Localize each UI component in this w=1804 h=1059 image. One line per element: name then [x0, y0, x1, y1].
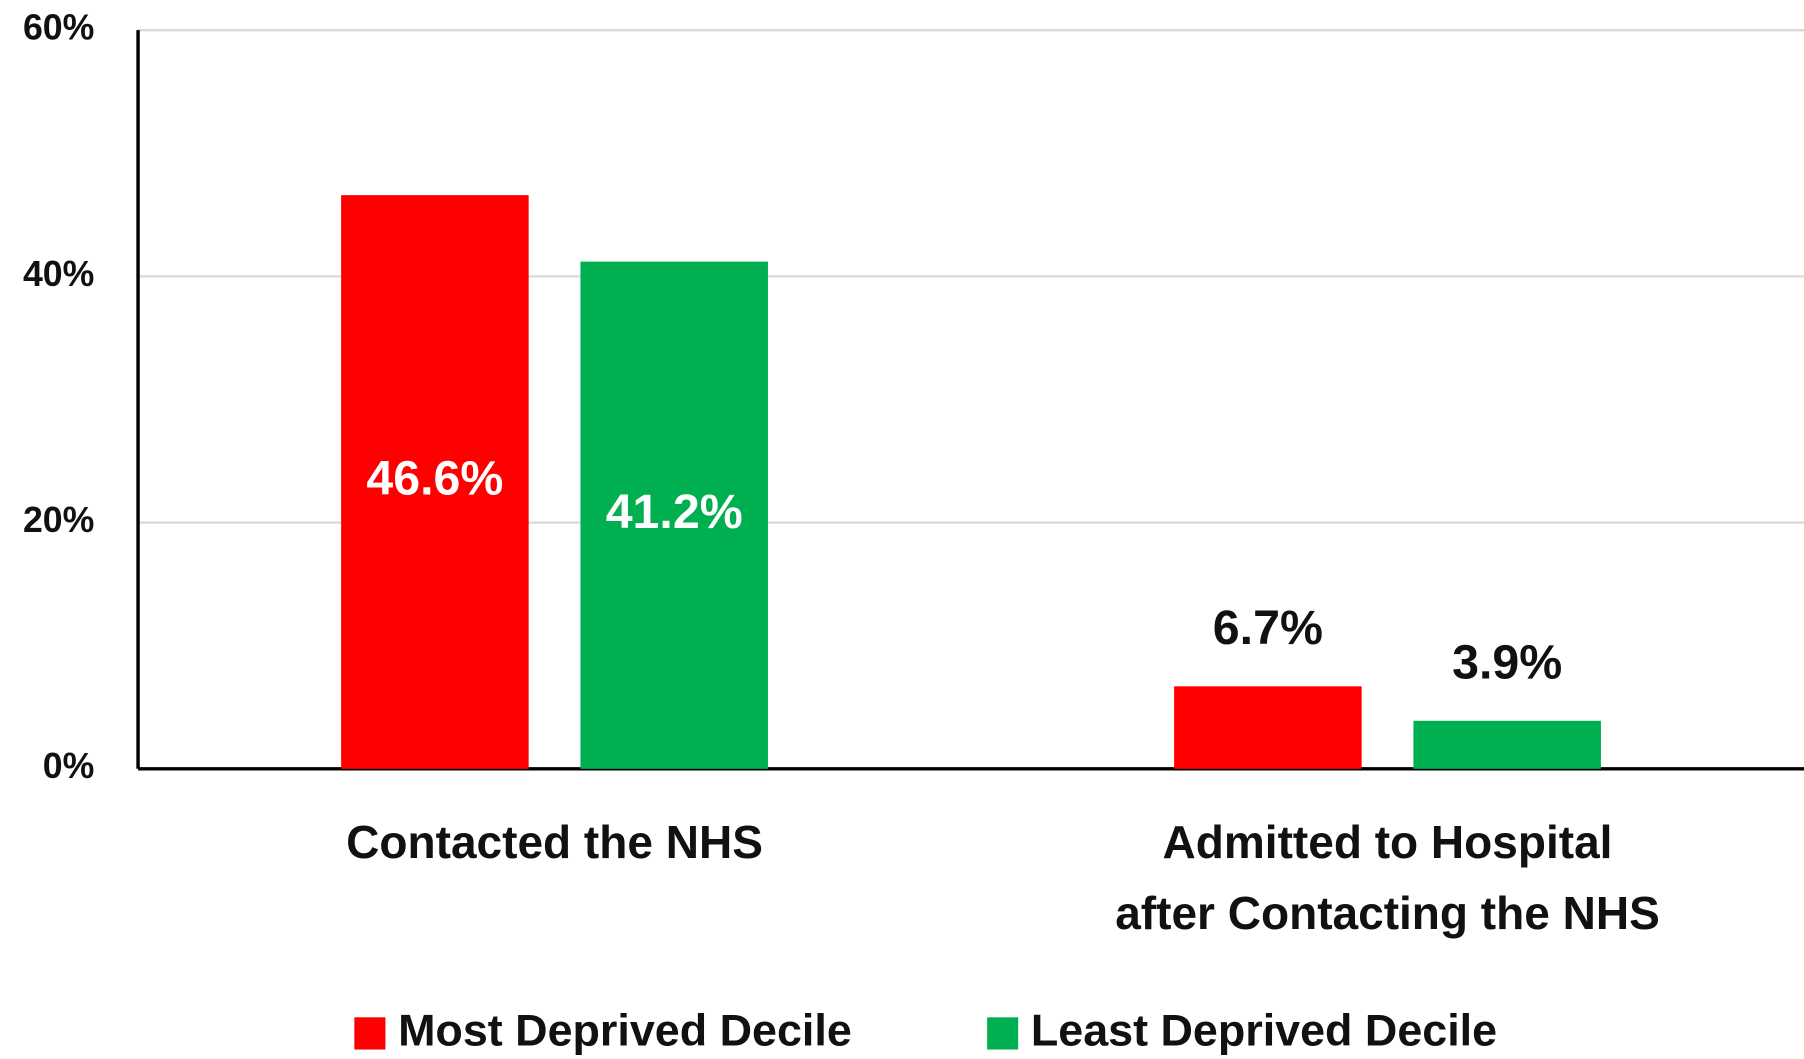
legend-swatch — [354, 1017, 386, 1050]
bar — [341, 195, 529, 769]
legend-label: Least Deprived Decile — [1031, 1004, 1497, 1055]
y-tick-label: 0% — [43, 746, 95, 786]
data-label: 3.9% — [1452, 635, 1562, 689]
x-tick-label-line: after Contacting the NHS — [1115, 887, 1660, 939]
y-tick-label: 40% — [23, 254, 94, 294]
legend-label: Most Deprived Decile — [398, 1004, 852, 1055]
x-tick-label: Contacted the NHS — [346, 816, 763, 868]
data-label: 6.7% — [1213, 601, 1323, 655]
x-tick-label-line: Contacted the NHS — [346, 816, 763, 868]
x-tick-label-line: Admitted to Hospital — [1163, 816, 1613, 868]
bar — [580, 261, 768, 769]
x-tick-label: Admitted to Hospital after Contacting the… — [1115, 816, 1660, 939]
y-tick-label: 60% — [23, 8, 94, 48]
data-label: 46.6% — [366, 452, 503, 506]
legend-swatch — [987, 1017, 1019, 1050]
data-label: 41.2% — [606, 485, 743, 539]
y-tick-label: 20% — [23, 500, 94, 540]
bar — [1413, 720, 1601, 769]
bar — [1174, 686, 1362, 769]
